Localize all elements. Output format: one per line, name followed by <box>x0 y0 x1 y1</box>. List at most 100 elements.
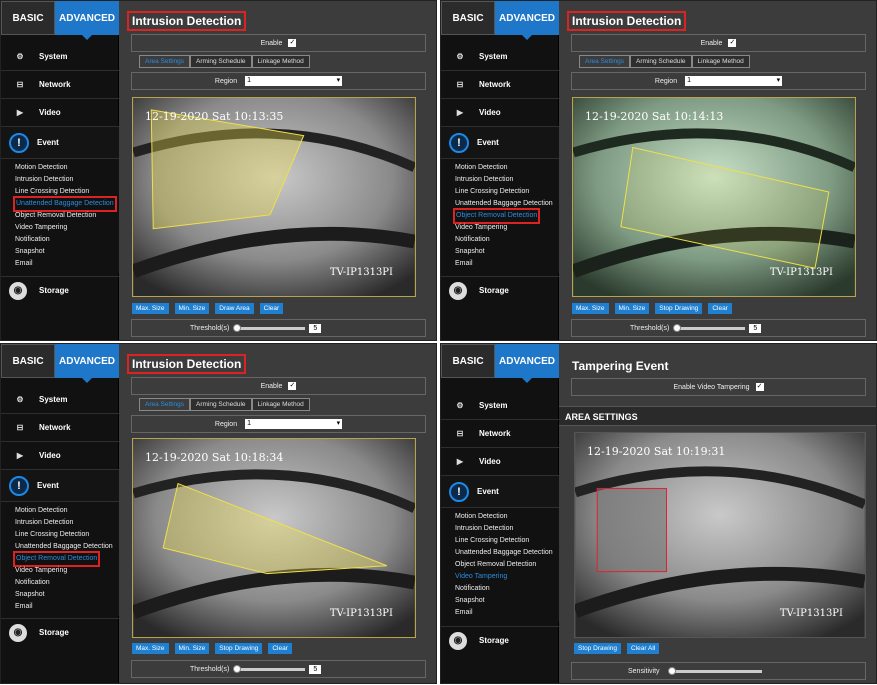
submenu-motion-detection[interactable]: Motion Detection <box>15 164 68 171</box>
sidebar-item-video[interactable]: ▶ Video <box>441 99 559 127</box>
tab-area-settings[interactable]: Area Settings <box>139 55 191 68</box>
submenu-unattended-baggage[interactable]: Unattended Baggage Detection <box>13 196 117 212</box>
draw-area-button[interactable]: Draw Area <box>215 303 254 314</box>
sidebar-item-storage[interactable]: ◉ Storage <box>441 276 559 304</box>
tab-basic[interactable]: BASIC <box>1 1 55 35</box>
max-size-button[interactable]: Max. Size <box>132 643 169 654</box>
clear-button[interactable]: Clear <box>708 303 732 314</box>
tab-linkage-method[interactable]: Linkage Method <box>251 398 310 411</box>
tab-linkage-method[interactable]: Linkage Method <box>691 55 750 68</box>
tab-advanced[interactable]: ADVANCED <box>55 1 119 40</box>
slider-handle[interactable] <box>667 666 676 675</box>
stop-drawing-button[interactable]: Stop Drawing <box>574 643 622 654</box>
submenu-notification[interactable]: Notification <box>15 236 50 243</box>
threshold-slider[interactable] <box>673 323 746 332</box>
max-size-button[interactable]: Max. Size <box>132 303 169 314</box>
threshold-value[interactable]: 5 <box>309 323 322 333</box>
submenu-email[interactable]: Email <box>455 260 473 267</box>
tab-advanced[interactable]: ADVANCED <box>495 1 559 40</box>
submenu-video-tampering[interactable]: Video Tampering <box>15 224 68 231</box>
submenu-snapshot[interactable]: Snapshot <box>455 248 485 255</box>
tab-basic[interactable]: BASIC <box>441 344 495 378</box>
video-preview[interactable]: 12-19-2020 Sat 10:14:13 TV-IP1313PI <box>572 97 856 297</box>
sidebar-item-video[interactable]: ▶ Video <box>1 442 119 470</box>
tab-arming-schedule[interactable]: Arming Schedule <box>190 398 252 411</box>
submenu-snapshot[interactable]: Snapshot <box>15 248 45 255</box>
sidebar-item-video[interactable]: ▶ Video <box>1 99 119 127</box>
tab-area-settings[interactable]: Area Settings <box>139 398 191 411</box>
submenu-line-crossing[interactable]: Line Crossing Detection <box>15 531 90 538</box>
submenu-motion-detection[interactable]: Motion Detection <box>15 507 68 514</box>
sidebar-item-event[interactable]: ! Event <box>441 127 559 159</box>
sidebar-item-storage[interactable]: ◉ Storage <box>1 618 119 646</box>
submenu-email[interactable]: Email <box>15 603 33 610</box>
submenu-unattended-baggage[interactable]: Unattended Baggage Detection <box>455 549 553 556</box>
video-preview[interactable]: 12-19-2020 Sat 10:18:34 TV-IP1313PI <box>132 438 416 638</box>
clear-button[interactable]: Clear <box>268 643 292 654</box>
submenu-line-crossing[interactable]: Line Crossing Detection <box>15 188 90 195</box>
max-size-button[interactable]: Max. Size <box>572 303 609 314</box>
stop-drawing-button[interactable]: Stop Drawing <box>655 303 703 314</box>
sensitivity-slider[interactable] <box>667 666 762 675</box>
video-preview[interactable]: 12-19-2020 Sat 10:19:31 TV-IP1313PI <box>574 432 866 638</box>
submenu-unattended-baggage[interactable]: Unattended Baggage Detection <box>455 200 553 207</box>
tab-basic[interactable]: BASIC <box>441 1 495 35</box>
clear-all-button[interactable]: Clear All <box>627 643 660 654</box>
sidebar-item-storage[interactable]: ◉ Storage <box>441 626 559 654</box>
tab-linkage-method[interactable]: Linkage Method <box>251 55 310 68</box>
sidebar-item-network[interactable]: ⊟ Network <box>441 420 559 448</box>
tab-advanced[interactable]: ADVANCED <box>495 344 559 383</box>
submenu-object-removal[interactable]: Object Removal Detection <box>12 551 101 567</box>
submenu-notification[interactable]: Notification <box>455 585 490 592</box>
tab-basic[interactable]: BASIC <box>1 344 55 378</box>
sidebar-item-network[interactable]: ⊟ Network <box>1 71 119 99</box>
sidebar-item-event[interactable]: ! Event <box>1 127 119 159</box>
enable-checkbox[interactable]: ✓ <box>288 39 297 47</box>
tab-arming-schedule[interactable]: Arming Schedule <box>190 55 252 68</box>
min-size-button[interactable]: Min. Size <box>174 303 210 314</box>
submenu-object-removal[interactable]: Object Removal Detection <box>452 208 541 224</box>
slider-handle[interactable] <box>673 323 682 332</box>
submenu-video-tampering[interactable]: Video Tampering <box>455 573 508 580</box>
enable-checkbox[interactable]: ✓ <box>728 39 737 47</box>
threshold-slider[interactable] <box>233 323 306 332</box>
stop-drawing-button[interactable]: Stop Drawing <box>215 643 263 654</box>
sidebar-item-network[interactable]: ⊟ Network <box>1 414 119 442</box>
submenu-unattended-baggage[interactable]: Unattended Baggage Detection <box>15 543 113 550</box>
submenu-notification[interactable]: Notification <box>15 579 50 586</box>
submenu-object-removal[interactable]: Object Removal Detection <box>15 212 97 219</box>
min-size-button[interactable]: Min. Size <box>174 643 210 654</box>
submenu-intrusion-detection[interactable]: Intrusion Detection <box>455 525 514 532</box>
region-select[interactable]: 1 <box>245 76 343 86</box>
submenu-line-crossing[interactable]: Line Crossing Detection <box>455 188 530 195</box>
sidebar-item-system[interactable]: ⚙ System <box>1 43 119 71</box>
sidebar-item-event[interactable]: ! Event <box>441 476 559 508</box>
submenu-motion-detection[interactable]: Motion Detection <box>455 164 508 171</box>
submenu-intrusion-detection[interactable]: Intrusion Detection <box>15 176 74 183</box>
enable-checkbox[interactable]: ✓ <box>288 382 297 390</box>
threshold-value[interactable]: 5 <box>309 664 322 674</box>
submenu-motion-detection[interactable]: Motion Detection <box>455 513 508 520</box>
submenu-video-tampering[interactable]: Video Tampering <box>455 224 508 231</box>
submenu-email[interactable]: Email <box>455 609 473 616</box>
submenu-video-tampering[interactable]: Video Tampering <box>15 567 68 574</box>
threshold-slider[interactable] <box>233 664 306 673</box>
submenu-line-crossing[interactable]: Line Crossing Detection <box>455 537 530 544</box>
threshold-value[interactable]: 5 <box>749 323 762 333</box>
region-select[interactable]: 1 <box>245 419 343 429</box>
sidebar-item-system[interactable]: ⚙ System <box>441 43 559 71</box>
video-preview[interactable]: 12-19-2020 Sat 10:13:35 TV-IP1313PI <box>132 97 416 297</box>
submenu-intrusion-detection[interactable]: Intrusion Detection <box>15 519 74 526</box>
submenu-notification[interactable]: Notification <box>455 236 490 243</box>
submenu-object-removal[interactable]: Object Removal Detection <box>455 561 537 568</box>
submenu-snapshot[interactable]: Snapshot <box>15 591 45 598</box>
sidebar-item-storage[interactable]: ◉ Storage <box>1 276 119 304</box>
sidebar-item-video[interactable]: ▶ Video <box>441 448 559 476</box>
submenu-email[interactable]: Email <box>15 260 33 267</box>
submenu-snapshot[interactable]: Snapshot <box>455 597 485 604</box>
tab-advanced[interactable]: ADVANCED <box>55 344 119 383</box>
submenu-intrusion-detection[interactable]: Intrusion Detection <box>455 176 514 183</box>
sidebar-item-network[interactable]: ⊟ Network <box>441 71 559 99</box>
sidebar-item-system[interactable]: ⚙ System <box>1 386 119 414</box>
clear-button[interactable]: Clear <box>259 303 284 314</box>
